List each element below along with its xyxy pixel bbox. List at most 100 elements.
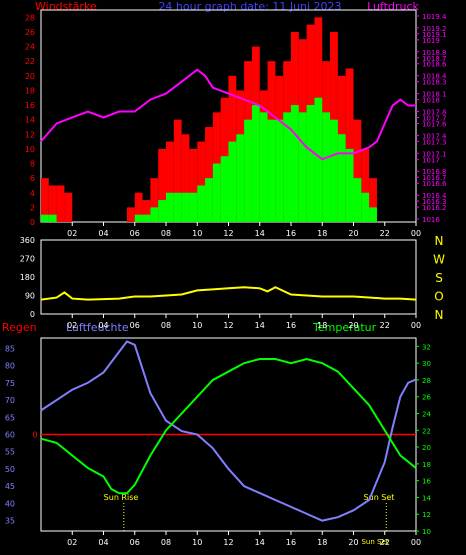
pressure-axis-tick: 1017.3 — [422, 138, 447, 146]
wind-average-bar — [361, 192, 370, 222]
wind-average-bar — [251, 105, 260, 222]
wind-average-bar — [181, 192, 190, 222]
wind-axis-tick: 20 — [25, 72, 35, 81]
wind-average-bar — [267, 119, 276, 222]
x-tick-label: 12 — [223, 538, 233, 547]
x-tick-label: 02 — [67, 229, 77, 238]
direction-axis-tick: 180 — [20, 273, 35, 282]
humidity-axis-tick: 35 — [5, 517, 15, 526]
sunset-label: Sun Set — [364, 493, 395, 502]
x-tick-label: 18 — [317, 538, 327, 547]
x-tick-label: 10 — [192, 321, 202, 330]
x-tick-label: 06 — [130, 538, 140, 547]
x-tick-label: 00 — [411, 538, 421, 547]
humidity-axis-tick: 85 — [5, 344, 15, 353]
pressure-axis-tick: 1019 — [422, 37, 440, 45]
humidity-axis-tick: 55 — [5, 448, 15, 457]
wind-average-bar — [345, 148, 354, 222]
wind-axis-tick: 24 — [25, 43, 35, 52]
pressure-axis-tick: 1018.3 — [422, 79, 447, 87]
direction-axis-tick: 0 — [30, 310, 35, 319]
x-tick-label: 06 — [130, 229, 140, 238]
pressure-axis-tick: 1017.6 — [422, 120, 447, 128]
x-tick-label: 12 — [223, 321, 233, 330]
x-tick-label: 16 — [286, 321, 296, 330]
wind-axis-tick: 2 — [30, 203, 35, 212]
pressure-axis-tick: 1018.7 — [422, 55, 447, 63]
x-tick-label: 04 — [98, 229, 108, 238]
wind-gust-bar — [189, 148, 198, 222]
wind-axis-tick: 28 — [25, 13, 35, 22]
wind-average-bar — [306, 105, 315, 222]
temperature-line — [40, 357, 417, 495]
wind-average-bar — [314, 97, 323, 222]
wind-average-bar — [48, 214, 57, 222]
compass-label: N — [435, 308, 444, 322]
temperature-axis-tick: 12 — [422, 511, 431, 519]
wind-average-bar — [236, 134, 245, 222]
wind-gust-bar — [369, 178, 377, 222]
x-tick-label: 20 — [348, 321, 358, 330]
header-center-label: 24 hour graph date: 11 Juni 2023 — [158, 0, 341, 13]
x-tick-label: 20 — [348, 229, 358, 238]
wind-axis-tick: 18 — [25, 86, 35, 95]
temperature-axis-tick: 24 — [422, 411, 431, 419]
wind-gust-bar — [134, 192, 143, 222]
pressure-axis-tick: 1017.1 — [422, 150, 447, 158]
wind-average-bar — [158, 200, 166, 222]
series-lines — [40, 68, 417, 522]
wind-gust-bar — [48, 185, 57, 222]
x-tick-label: 18 — [317, 229, 327, 238]
wind-gust-bar — [56, 185, 65, 222]
x-tick-label: 12 — [223, 229, 233, 238]
pressure-axis-tick: 1016.3 — [422, 198, 447, 206]
temperature-axis-tick: 16 — [422, 478, 431, 486]
pressure-axis-tick: 1016.7 — [422, 174, 447, 182]
wind-axis-tick: 6 — [30, 174, 35, 183]
wind-average-bar — [166, 192, 174, 222]
temperature-label: Temperatur — [312, 321, 377, 334]
pressure-axis-tick: 1018.1 — [422, 91, 447, 99]
x-tick-label: 10 — [192, 229, 202, 238]
wind-average-bar — [298, 112, 307, 222]
x-tick-label: 22 — [380, 229, 390, 238]
sunset-axis-label: Sun Set — [361, 538, 388, 546]
x-tick-label: 14 — [255, 321, 265, 330]
pressure-axis-tick: 1018 — [422, 97, 440, 105]
temperature-axis-tick: 20 — [422, 444, 431, 452]
pressure-axis-tick: 1017.7 — [422, 114, 447, 122]
pressure-axis-tick: 1018.6 — [422, 61, 447, 69]
compass-label: S — [435, 271, 443, 285]
x-tick-label: 00 — [411, 229, 421, 238]
wind-average-bar — [228, 141, 237, 222]
x-tick-label: 08 — [161, 538, 171, 547]
wind-gust-bar — [41, 178, 49, 222]
wind-average-bar — [150, 207, 159, 222]
temperature-axis-tick: 30 — [422, 360, 431, 368]
wind-axis-tick: 14 — [25, 116, 35, 125]
wind-average-bar — [337, 134, 346, 222]
compass-label: N — [435, 234, 444, 248]
panel-2-frame — [40, 239, 417, 315]
pressure-axis-tick: 1018.8 — [422, 49, 447, 57]
temperature-axis-tick: 32 — [422, 343, 431, 351]
humidity-line — [40, 340, 417, 522]
x-tick-label: 02 — [67, 321, 77, 330]
x-tick-label: 18 — [317, 321, 327, 330]
axis-ticks: 0202020404040606060808081010101212121414… — [5, 13, 447, 547]
wind-average-bar — [220, 156, 229, 222]
wind-average-bar — [173, 192, 182, 222]
humidity-axis-tick: 40 — [5, 499, 15, 508]
x-tick-label: 08 — [161, 229, 171, 238]
compass-label: W — [433, 253, 445, 267]
wind-average-bar — [259, 112, 268, 222]
direction-axis-tick: 360 — [20, 236, 35, 245]
x-tick-label: 20 — [348, 538, 358, 547]
rain-axis-tick: 0 — [32, 431, 37, 440]
humidity-axis-tick: 80 — [5, 362, 15, 371]
humidity-label: Luftfeuchte — [66, 321, 129, 334]
wind-average-bar — [205, 178, 213, 222]
rain-label: Regen — [2, 321, 37, 334]
wind-axis-tick: 16 — [25, 101, 35, 110]
wind-average-bar — [142, 214, 151, 222]
